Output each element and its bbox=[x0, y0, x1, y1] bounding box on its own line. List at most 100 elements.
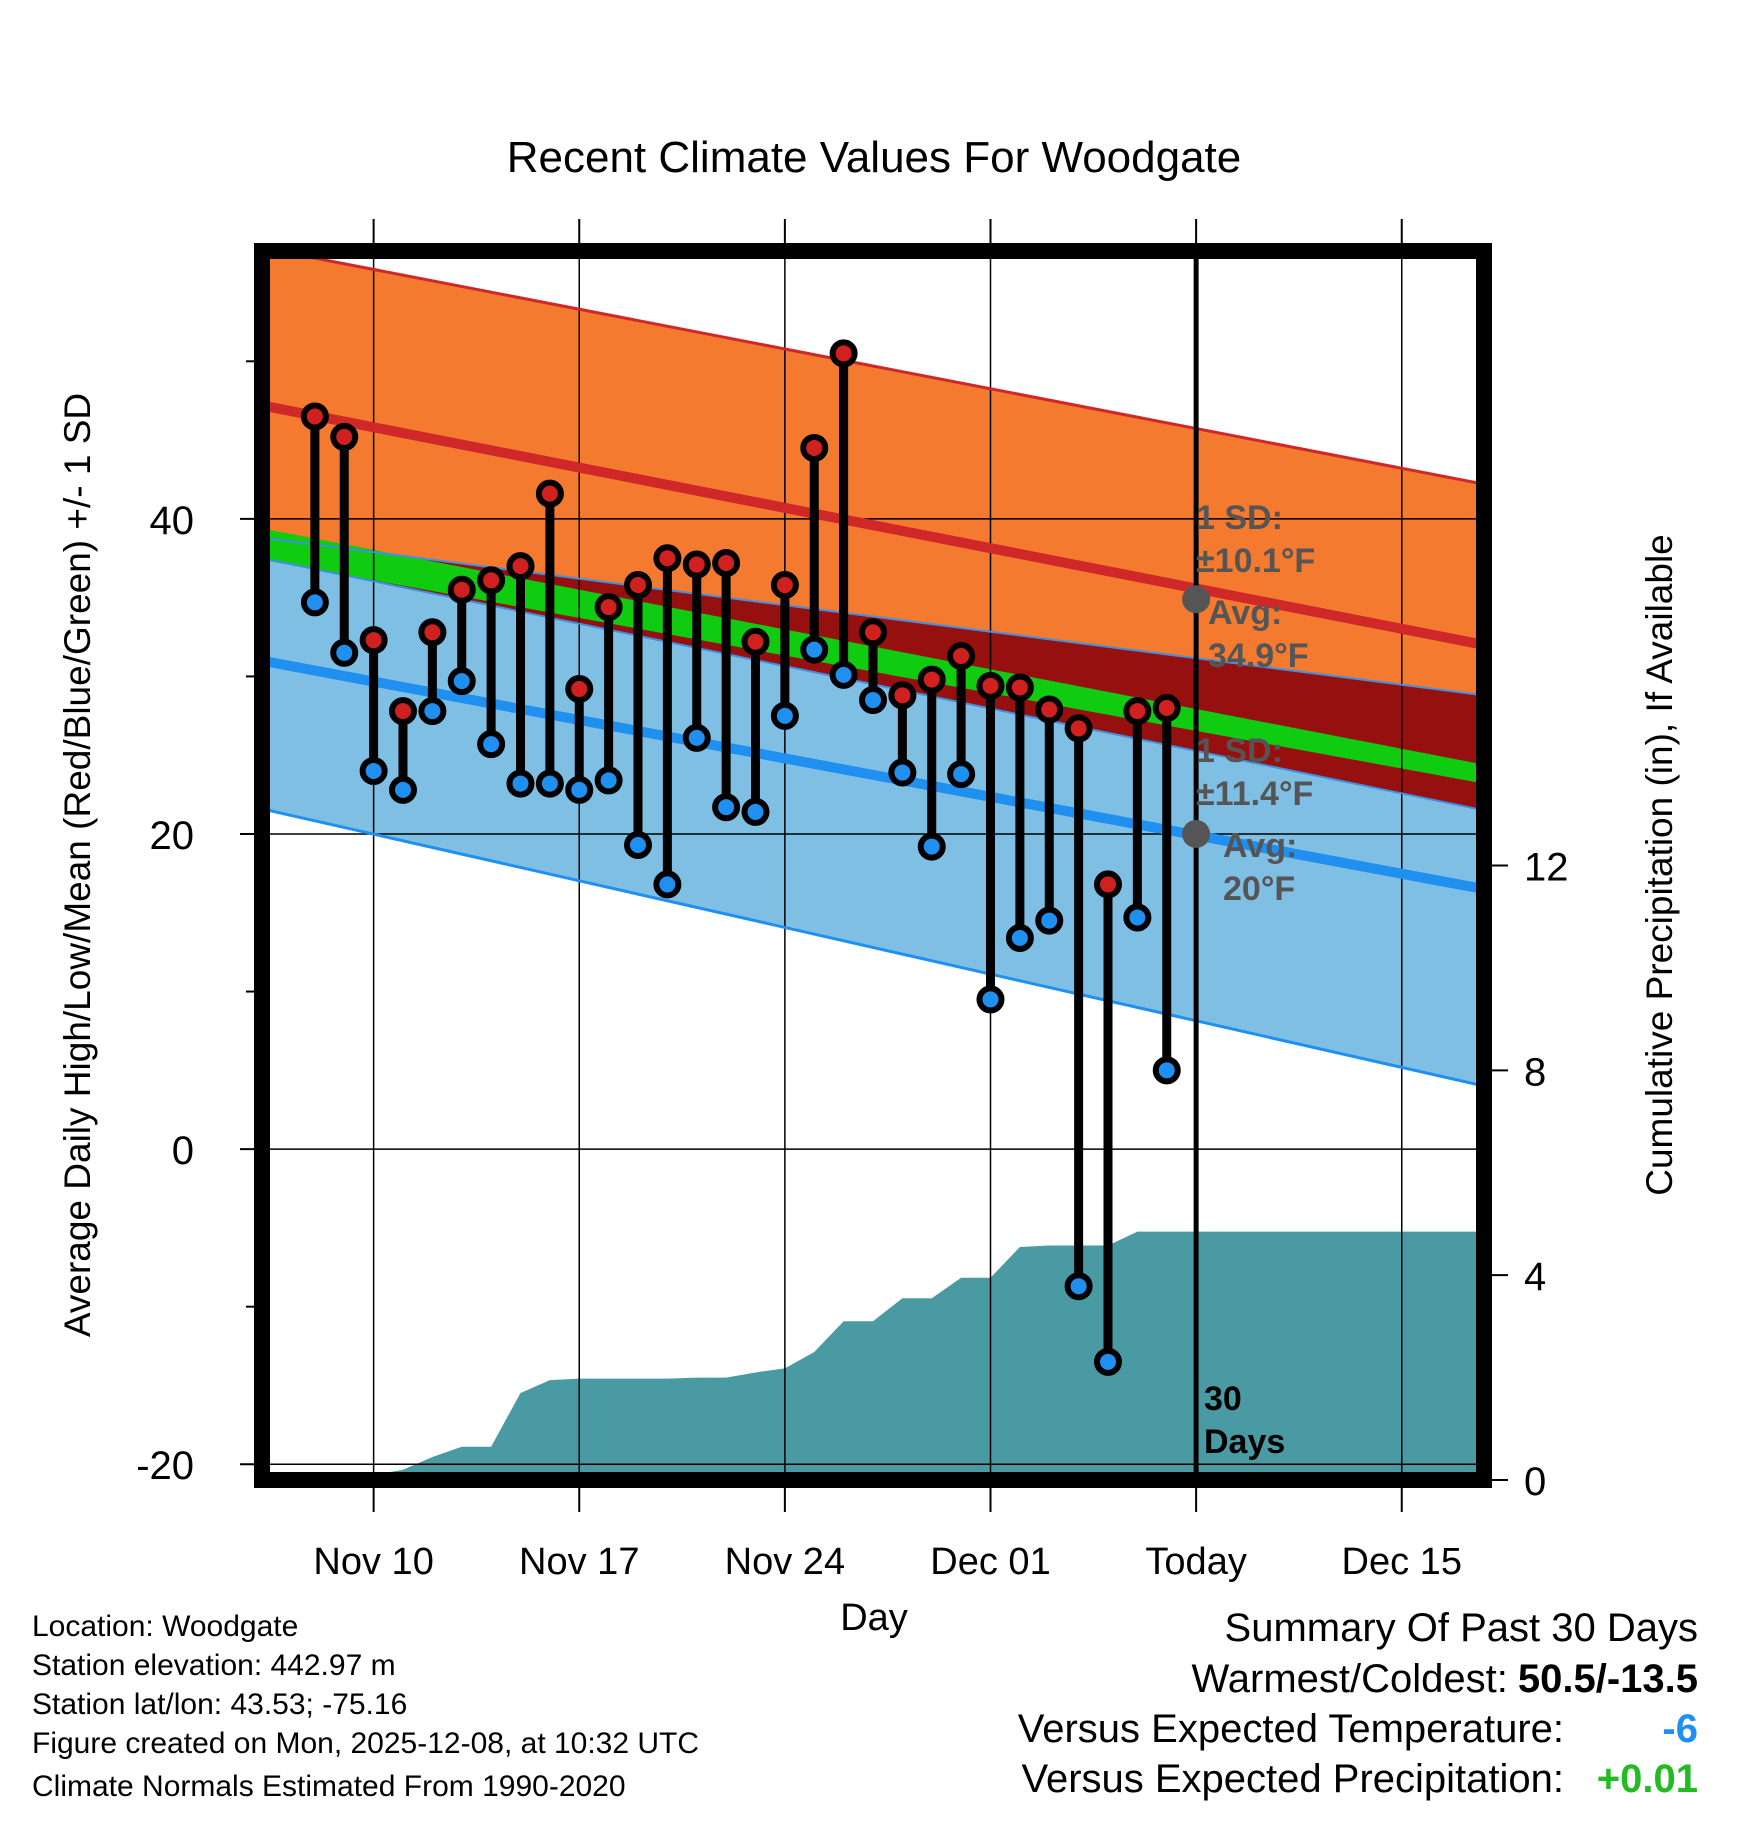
summary-precip-value: +0.01 bbox=[1596, 1757, 1698, 1801]
low-point bbox=[829, 660, 858, 689]
high-avg-marker bbox=[1182, 585, 1211, 614]
high-point bbox=[829, 339, 858, 368]
low-point bbox=[1094, 1347, 1122, 1376]
high-point bbox=[418, 618, 447, 647]
high-point bbox=[712, 548, 741, 577]
low-lower-line bbox=[262, 807, 1484, 1088]
high-point bbox=[1005, 673, 1034, 702]
info-latlon: Station lat/lon: 43.53; -75.16 bbox=[32, 1688, 408, 1721]
x-tick-label: Nov 10 bbox=[313, 1541, 433, 1583]
high-point bbox=[1123, 697, 1152, 726]
high-point bbox=[594, 593, 623, 622]
low-point bbox=[389, 775, 417, 804]
x-tick-label: Nov 24 bbox=[725, 1541, 845, 1583]
y2-tick-label: 0 bbox=[1524, 1460, 1546, 1504]
low-point bbox=[859, 686, 887, 715]
low-avg-marker bbox=[1182, 819, 1211, 848]
high-point bbox=[917, 665, 946, 694]
high-point bbox=[947, 641, 976, 670]
low-point bbox=[565, 775, 594, 804]
summary-precip-label: Versus Expected Precipitation: bbox=[1021, 1757, 1564, 1801]
high-point bbox=[682, 550, 711, 579]
high-point bbox=[859, 618, 887, 647]
x-axis-label: Day bbox=[840, 1597, 908, 1639]
high-point bbox=[359, 626, 388, 655]
low-point bbox=[447, 667, 476, 696]
low-point bbox=[535, 769, 564, 798]
high-point bbox=[1035, 695, 1064, 724]
x-tick-label: Dec 01 bbox=[930, 1541, 1050, 1583]
info-elevation: Station elevation: 442.97 m bbox=[32, 1649, 396, 1682]
high-point bbox=[1094, 870, 1122, 899]
low-upper-line bbox=[262, 536, 1484, 697]
low-point bbox=[1152, 1056, 1181, 1085]
info-created: Figure created on Mon, 2025-12-08, at 10… bbox=[32, 1727, 700, 1760]
high-point bbox=[653, 544, 682, 573]
x-tick-label: Dec 15 bbox=[1342, 1541, 1462, 1583]
high-point bbox=[506, 552, 535, 581]
low-point bbox=[917, 832, 946, 861]
high-point bbox=[1152, 693, 1181, 722]
summary-precip: Versus Expected Precipitation: +0.01 bbox=[1021, 1757, 1698, 1801]
high-avg-value: 34.9°F bbox=[1208, 637, 1309, 675]
low-point bbox=[300, 588, 329, 617]
y2-tick-label: 12 bbox=[1524, 846, 1569, 890]
high-mean-line bbox=[262, 400, 1484, 650]
low-point bbox=[770, 701, 799, 730]
low-sd-label: 1 SD: bbox=[1196, 732, 1283, 770]
low-avg-label: Avg: bbox=[1223, 827, 1297, 865]
y2-axis-label: Cumulative Precipitation (in), If Availa… bbox=[1639, 534, 1680, 1196]
y2-tick-label: 4 bbox=[1524, 1255, 1546, 1299]
low-point bbox=[653, 870, 682, 899]
info-normals: Climate Normals Estimated From 1990-2020 bbox=[32, 1770, 626, 1803]
high-upper-line bbox=[270, 251, 1484, 486]
high-point bbox=[976, 671, 1005, 700]
low-point bbox=[477, 730, 506, 759]
x-tick-label: Nov 17 bbox=[519, 1541, 639, 1583]
low-point bbox=[594, 766, 623, 795]
low-point bbox=[418, 697, 447, 726]
summary-title: Summary Of Past 30 Days bbox=[1224, 1606, 1698, 1650]
low-avg-value: 20°F bbox=[1223, 870, 1295, 908]
info-location: Location: Woodgate bbox=[32, 1610, 299, 1643]
low-point bbox=[1035, 906, 1064, 935]
high-point bbox=[624, 571, 652, 600]
low-point bbox=[1005, 923, 1034, 952]
summary-temp-value: -6 bbox=[1662, 1707, 1698, 1751]
y-axis-label: Average Daily High/Low/Mean (Red/Blue/Gr… bbox=[57, 393, 98, 1337]
summary-temp: Versus Expected Temperature: -6 bbox=[1018, 1707, 1698, 1751]
low-point bbox=[1064, 1272, 1093, 1301]
low-point bbox=[624, 831, 652, 860]
high-point bbox=[800, 433, 829, 462]
days-count-label: 30 bbox=[1204, 1380, 1242, 1418]
low-point bbox=[741, 797, 770, 826]
high-point bbox=[477, 566, 506, 595]
low-point bbox=[947, 760, 976, 789]
days-count-unit: Days bbox=[1204, 1423, 1285, 1461]
low-mean-line bbox=[262, 655, 1484, 895]
high-point bbox=[741, 627, 770, 656]
x-tick-label: Today bbox=[1145, 1541, 1246, 1583]
low-point bbox=[976, 985, 1005, 1014]
summary-warmest-coldest: Warmest/Coldest: 50.5/-13.5 bbox=[1191, 1657, 1698, 1701]
low-point bbox=[330, 638, 359, 667]
high-point bbox=[447, 575, 476, 604]
low-point bbox=[506, 769, 535, 798]
low-point bbox=[359, 756, 388, 785]
high-point bbox=[535, 479, 564, 508]
y-tick-label: 20 bbox=[150, 814, 195, 858]
y2-tick-label: 8 bbox=[1524, 1050, 1546, 1094]
high-avg-label: Avg: bbox=[1208, 594, 1282, 632]
high-point bbox=[888, 681, 917, 710]
precip-area bbox=[262, 1231, 1484, 1480]
high-point bbox=[770, 571, 799, 600]
y-tick-label: 0 bbox=[172, 1129, 194, 1173]
y-tick-label: 40 bbox=[150, 499, 195, 543]
high-point bbox=[565, 675, 594, 704]
summary-warmest-coldest-value: 50.5/-13.5 bbox=[1517, 1657, 1698, 1701]
low-sd-value: ±11.4°F bbox=[1196, 775, 1313, 813]
y-tick-label: -20 bbox=[136, 1444, 194, 1488]
low-point bbox=[1123, 903, 1152, 932]
low-point bbox=[800, 635, 829, 664]
